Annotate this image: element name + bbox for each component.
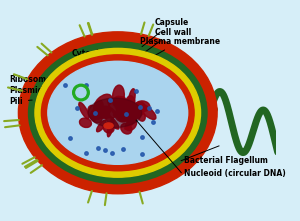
Ellipse shape [128, 89, 135, 109]
Text: Plasmid: Plasmid [9, 86, 57, 95]
Ellipse shape [118, 99, 131, 112]
Ellipse shape [125, 96, 135, 114]
Ellipse shape [88, 105, 102, 123]
Text: Capsule: Capsule [142, 18, 189, 47]
Ellipse shape [107, 118, 114, 137]
Ellipse shape [104, 123, 113, 128]
Ellipse shape [135, 101, 150, 112]
Ellipse shape [113, 96, 124, 107]
Ellipse shape [108, 100, 119, 118]
Ellipse shape [101, 107, 111, 118]
Ellipse shape [91, 110, 98, 120]
Ellipse shape [18, 32, 217, 194]
Ellipse shape [101, 106, 116, 118]
Ellipse shape [35, 48, 201, 177]
Ellipse shape [125, 114, 139, 129]
Text: Nucleoid (circular DNA): Nucleoid (circular DNA) [184, 169, 286, 178]
Ellipse shape [95, 102, 103, 119]
Ellipse shape [125, 100, 135, 119]
Ellipse shape [79, 102, 89, 119]
Ellipse shape [93, 100, 103, 117]
Ellipse shape [125, 119, 136, 131]
Ellipse shape [88, 98, 142, 128]
Ellipse shape [48, 61, 188, 164]
Ellipse shape [41, 55, 194, 171]
Ellipse shape [97, 120, 106, 132]
Ellipse shape [101, 110, 110, 118]
Ellipse shape [118, 109, 129, 120]
Ellipse shape [115, 111, 125, 122]
Text: Cell wall: Cell wall [136, 28, 191, 59]
Ellipse shape [28, 42, 207, 184]
Ellipse shape [112, 85, 124, 106]
Text: Ribosomes: Ribosomes [9, 74, 56, 102]
Text: Plasma membrane: Plasma membrane [128, 37, 220, 71]
Text: Pili: Pili [9, 97, 32, 106]
Ellipse shape [116, 105, 129, 121]
Ellipse shape [129, 106, 146, 116]
Ellipse shape [121, 123, 132, 134]
Ellipse shape [103, 122, 114, 133]
Ellipse shape [138, 111, 145, 121]
Text: Cytoplasm: Cytoplasm [72, 49, 117, 67]
Ellipse shape [94, 94, 112, 112]
Ellipse shape [76, 88, 86, 98]
Ellipse shape [73, 84, 89, 101]
Ellipse shape [129, 102, 145, 119]
Ellipse shape [139, 104, 156, 119]
Ellipse shape [118, 110, 133, 122]
Text: Bacterial Flagellum: Bacterial Flagellum [184, 156, 268, 165]
Ellipse shape [80, 118, 92, 128]
Ellipse shape [104, 113, 119, 129]
Ellipse shape [116, 97, 126, 110]
Ellipse shape [114, 108, 126, 116]
